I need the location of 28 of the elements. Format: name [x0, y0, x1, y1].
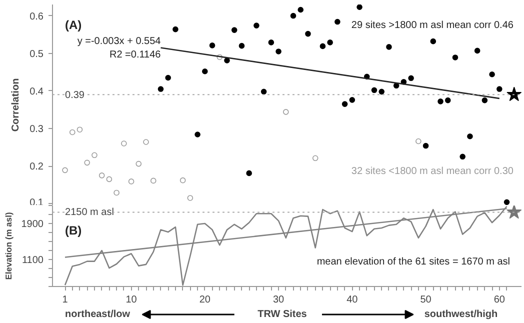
annotation: R2 =0.1146 [109, 50, 162, 61]
x-axis-title: TRW Sites [258, 309, 308, 320]
y-tick-label: 0.2 [30, 162, 44, 173]
y-axis-title: Elevation (m asl) [3, 212, 14, 280]
x-tick-label: 50 [420, 294, 432, 306]
y-axis-title: Correlation [10, 78, 22, 132]
annotation: (A) [65, 18, 82, 32]
x-tick-label: 60 [494, 294, 506, 306]
x-tick-label: 1 [62, 294, 68, 306]
ref-line-label: 2150 m asl [65, 206, 114, 218]
y-tick-label: 0.5 [30, 48, 44, 60]
annotation: 32 sites <1800 m asl mean corr 0.30 [351, 166, 514, 177]
annotation: 29 sites >1800 m asl mean corr 0.46 [351, 20, 514, 32]
y-tick-label: 0.4 [30, 86, 44, 98]
text: southwest/high [424, 309, 498, 320]
y-tick-label: 1100 [22, 255, 44, 266]
y-tick-label: 0.3 [30, 124, 44, 135]
x-tick-label: 40 [346, 294, 358, 306]
y-tick-label: 0.6 [30, 11, 44, 22]
annotation: y =-0.003x + 0.554 [77, 36, 162, 48]
x-tick-label: 10 [126, 294, 138, 306]
ref-line-label: 0.39 [65, 90, 85, 102]
y-tick-label: 1900 [21, 219, 44, 230]
annotation: (B) [65, 223, 82, 238]
annotation: mean elevation of the 61 sites = 1670 m asl [316, 256, 510, 268]
x-tick-label: 20 [199, 294, 211, 306]
text: northeast/low [65, 309, 130, 320]
x-tick-label: 30 [272, 294, 285, 306]
